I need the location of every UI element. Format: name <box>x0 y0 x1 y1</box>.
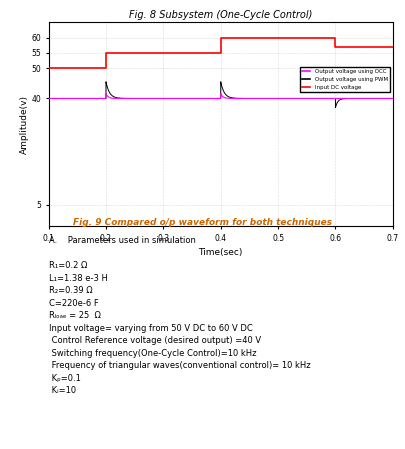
Text: A.    Parameters used in simulation

R₁=0.2 Ω
L₁=1.38 e-3 H
R₂=0.39 Ω
C=220e-6 F: A. Parameters used in simulation R₁=0.2 … <box>49 236 310 395</box>
Text: Fig. 9 Compared o/p waveform for both techniques: Fig. 9 Compared o/p waveform for both te… <box>73 218 332 227</box>
Title: Fig. 8 Subsystem (One-Cycle Control): Fig. 8 Subsystem (One-Cycle Control) <box>129 10 312 20</box>
Y-axis label: Amplitude(v): Amplitude(v) <box>19 95 28 154</box>
X-axis label: Time(sec): Time(sec) <box>198 248 243 257</box>
Legend: Output voltage using OCC, Output voltage using PWM, Input DC voltage: Output voltage using OCC, Output voltage… <box>300 67 390 92</box>
